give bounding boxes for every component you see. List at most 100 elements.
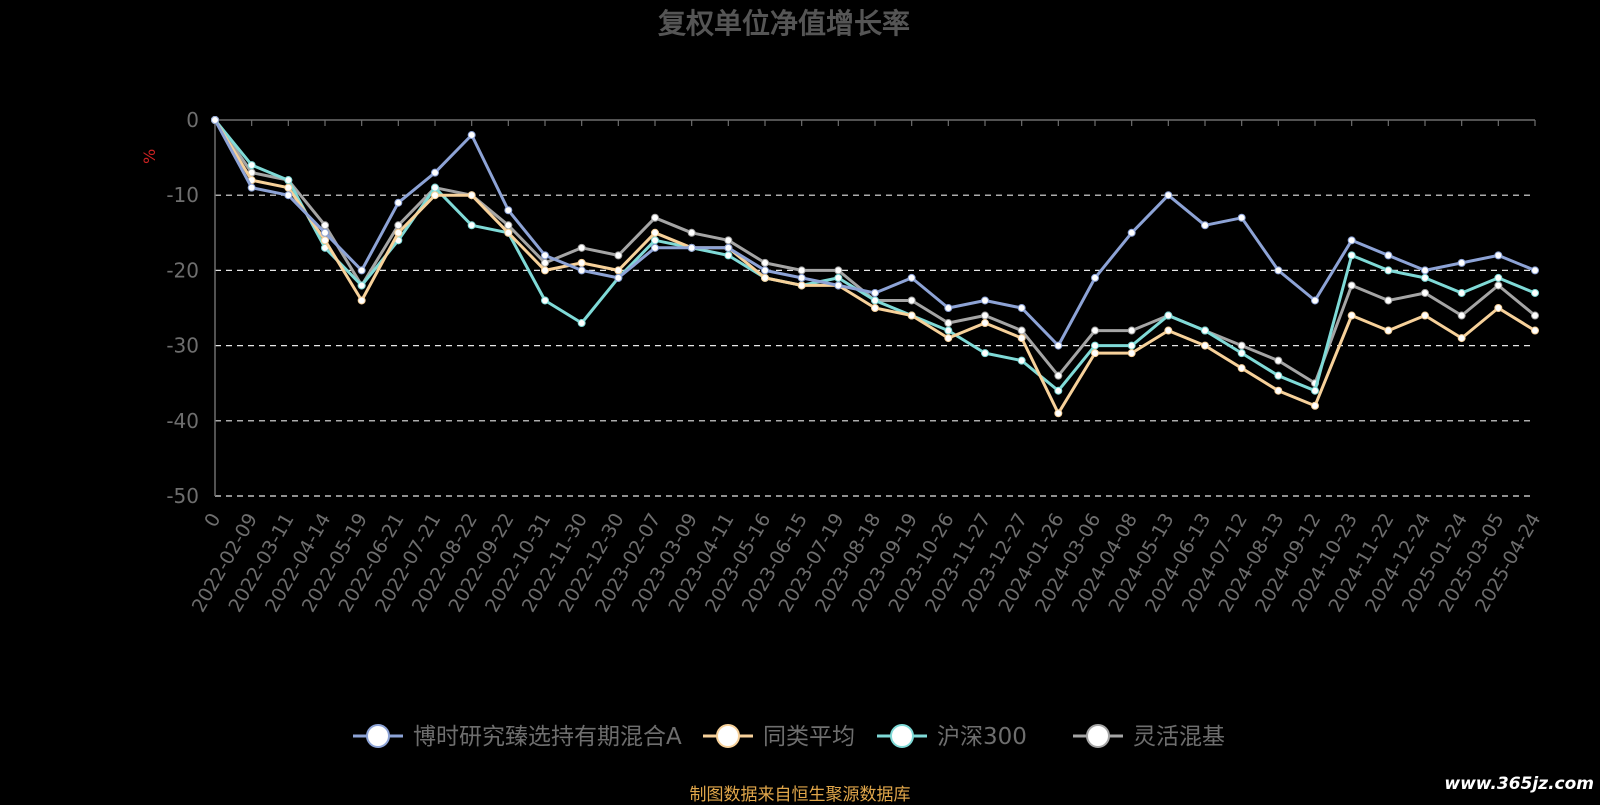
legend-marker: [1086, 724, 1110, 748]
data-point: [651, 236, 659, 245]
legend-marker: [716, 724, 740, 748]
data-point: [431, 183, 439, 192]
data-point: [1421, 266, 1429, 275]
data-point: [321, 236, 329, 245]
data-point: [944, 334, 953, 343]
data-point: [1017, 356, 1026, 365]
data-point: [761, 266, 769, 275]
data-point: [1347, 236, 1356, 245]
data-point: [1311, 386, 1319, 395]
y-tick-label: -20: [166, 258, 199, 282]
gridlines: [215, 194, 1535, 497]
data-point: [614, 251, 623, 260]
data-point: [247, 161, 256, 170]
data-point: [1494, 281, 1503, 290]
data-point: [944, 326, 953, 335]
data-source-note: 制图数据来自恒生聚源数据库: [689, 785, 911, 805]
data-point: [1384, 251, 1393, 260]
data-point: [1531, 311, 1539, 320]
y-tick-label: -50: [166, 484, 199, 508]
data-point: [1017, 326, 1026, 335]
series-lines: [211, 116, 1539, 418]
data-point: [1127, 349, 1136, 358]
data-point: [394, 228, 403, 237]
data-point: [687, 228, 696, 237]
data-point: [1347, 311, 1356, 320]
data-point: [871, 304, 879, 312]
data-point: [1164, 326, 1173, 335]
data-point: [834, 266, 843, 275]
data-point: [907, 273, 916, 282]
data-point: [284, 191, 293, 200]
data-point: [907, 296, 916, 305]
data-point: [1421, 273, 1429, 282]
data-point: [577, 243, 586, 252]
data-point: [834, 273, 843, 282]
y-tick-label: -10: [166, 183, 199, 207]
data-point: [981, 349, 989, 358]
data-point: [724, 236, 733, 245]
data-point: [1054, 409, 1063, 418]
data-point: [1054, 386, 1063, 395]
axes: 0-10-20-30-40-5002022-02-092022-03-11202…: [166, 108, 1545, 616]
data-point: [541, 296, 549, 305]
data-point: [1054, 371, 1063, 380]
data-point: [761, 273, 769, 282]
data-point: [981, 319, 989, 328]
data-point: [1274, 371, 1283, 380]
data-point: [1457, 334, 1466, 343]
data-point: [1421, 311, 1429, 320]
data-point: [467, 191, 476, 200]
data-point: [357, 266, 366, 275]
data-point: [1531, 266, 1539, 275]
data-point: [981, 311, 989, 320]
data-point: [1017, 304, 1026, 312]
data-point: [1274, 266, 1283, 275]
data-point: [577, 319, 586, 328]
legend-marker: [890, 724, 914, 748]
data-point: [504, 228, 513, 237]
data-point: [1347, 251, 1356, 260]
data-point: [1384, 266, 1393, 275]
y-axis-label: %: [140, 149, 159, 164]
data-point: [541, 266, 549, 275]
data-point: [577, 258, 586, 267]
legend: 博时研究臻选持有期混合A 同类平均 沪深300 灵活混基: [353, 724, 1225, 750]
data-point: [1384, 326, 1393, 335]
data-point: [1274, 356, 1283, 365]
data-point: [504, 206, 513, 215]
data-point: [761, 258, 769, 267]
data-point: [1384, 296, 1393, 305]
data-point: [321, 228, 329, 237]
data-point: [541, 258, 549, 267]
watermark: www.365jz.com: [1444, 774, 1594, 794]
data-point: [431, 168, 439, 177]
data-point: [687, 243, 696, 252]
data-point: [1457, 288, 1466, 297]
data-point: [1274, 386, 1283, 395]
data-point: [577, 266, 586, 275]
legend-marker: [366, 724, 390, 748]
data-point: [1201, 221, 1209, 230]
data-point: [1531, 326, 1539, 335]
data-point: [1237, 341, 1246, 350]
legend-label: 博时研究臻选持有期混合A: [413, 724, 682, 750]
data-point: [797, 281, 806, 290]
data-point: [467, 221, 476, 230]
data-point: [651, 243, 659, 252]
data-point: [1127, 341, 1136, 350]
data-point: [247, 183, 256, 192]
data-point: [1494, 251, 1503, 260]
data-point: [394, 221, 403, 230]
x-tick-label: 0: [200, 510, 225, 531]
data-point: [1494, 304, 1503, 312]
data-point: [467, 131, 476, 140]
legend-label: 同类平均: [763, 724, 855, 750]
data-point: [651, 228, 659, 237]
data-point: [981, 296, 989, 305]
data-point: [1091, 341, 1099, 350]
data-point: [907, 311, 916, 320]
data-point: [211, 116, 219, 124]
data-point: [797, 273, 806, 282]
data-point: [1201, 326, 1209, 335]
